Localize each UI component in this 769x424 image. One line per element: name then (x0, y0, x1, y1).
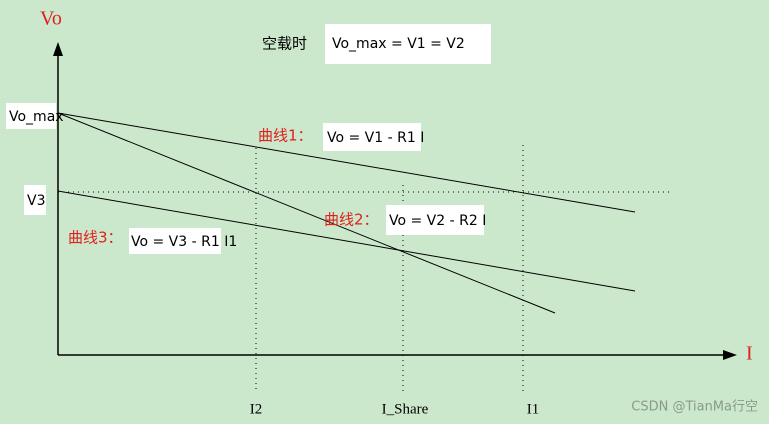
x-axis-label: I (746, 343, 753, 365)
x-mark: I_Share (382, 401, 429, 417)
curve-2 (57, 112, 556, 314)
curve-formula: Vo = V1 - R1 I (327, 130, 424, 146)
curve-1 (57, 112, 636, 213)
curve-formula: Vo = V2 - R2 I (389, 213, 486, 229)
y-arrow (53, 42, 63, 56)
ymark-box (6, 103, 56, 129)
curve-3 (57, 190, 636, 292)
x-mark: I1 (527, 401, 540, 417)
curve-label: 曲线3： (68, 229, 123, 247)
y-axis-label: Vo (40, 8, 62, 30)
curve-label: 曲线1： (258, 127, 313, 145)
formula-box (325, 24, 491, 64)
watermark: CSDN @TianMa行空 (631, 400, 758, 415)
x-arrow (723, 350, 737, 360)
curve-formula: Vo = V3 - R1 I1 (131, 234, 237, 250)
ymark-middle: V3 (27, 193, 45, 209)
formula-box (129, 228, 221, 254)
formula-box (386, 205, 484, 235)
header-formula: Vo_max = V1 = V2 (332, 36, 465, 52)
header-prefix: 空载时 (262, 35, 307, 53)
ymark-top: Vo_max (9, 109, 64, 125)
formula-box (323, 123, 421, 151)
x-mark: I2 (250, 401, 263, 417)
ymark-box (24, 185, 46, 215)
curve-label: 曲线2： (324, 211, 379, 229)
